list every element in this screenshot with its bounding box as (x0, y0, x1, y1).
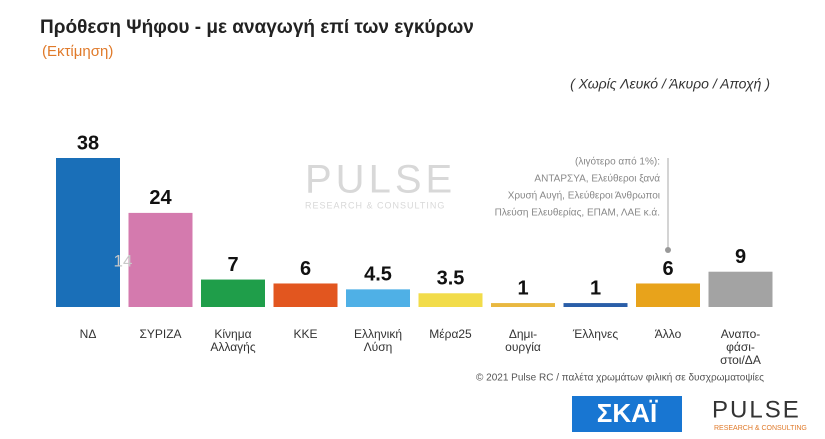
bar (418, 293, 483, 307)
bar (563, 303, 628, 307)
pulse-logo-sub: RESEARCH & CONSULTING (714, 425, 807, 432)
category-label: Κίνημα Αλλαγής (210, 327, 255, 354)
value-label: 24 (149, 187, 172, 209)
bar (56, 158, 120, 307)
pulse-logo: PULSE (712, 396, 801, 423)
bar (346, 289, 410, 307)
value-label: 9 (735, 246, 746, 268)
side-note: (λιγότερο από 1%): (575, 156, 660, 168)
inset-label: 14 (114, 251, 133, 270)
category-label: ΝΔ (80, 327, 97, 341)
watermark-sub: RESEARCH & CONSULTING (305, 200, 445, 210)
value-label: 7 (227, 254, 238, 276)
category-label: Μέρα25 (429, 327, 472, 341)
category-label: Δημι-ουργία (505, 327, 541, 354)
chart-title: Πρόθεση Ψήφου - με αναγωγή επί των εγκύρ… (40, 17, 474, 38)
skai-logo-text: ΣΚΑΪ (597, 398, 658, 428)
value-label: 1 (590, 277, 601, 299)
value-label: 6 (662, 258, 673, 280)
category-label: ΚΚΕ (293, 327, 317, 341)
category-label: Ελληνική Λύση (354, 327, 402, 354)
value-label: 3.5 (437, 268, 465, 290)
watermark: PULSE (305, 158, 456, 202)
side-note: Πλεύση Ελευθερίας, ΕΠΑΜ, ΛΑΕ κ.ά. (495, 207, 660, 219)
side-note: ΑΝΤΑΡΣΥΑ, Ελεύθεροι ξανά (534, 173, 660, 185)
note: ( Χωρίς Λευκό / Άκυρο / Αποχή ) (570, 76, 770, 92)
connector-dot (665, 247, 671, 253)
category-label: ΣΥΡΙΖΑ (139, 327, 181, 341)
bar (128, 212, 193, 307)
category-label: Αναπο-φάσι-στοι/ΔΑ (720, 327, 761, 367)
footer: © 2021 Pulse RC / παλέτα χρωμάτων φιλική… (476, 372, 764, 384)
bar (491, 303, 555, 307)
skai-logo (572, 396, 682, 432)
chart-subtitle: (Εκτίμηση) (42, 43, 113, 60)
value-label: 1 (517, 277, 528, 299)
bar (201, 279, 265, 307)
bar (708, 271, 773, 307)
side-note: Χρυσή Αυγή, Ελεύθεροι Άνθρωποι (508, 190, 660, 202)
category-label: Άλλο (655, 327, 682, 341)
value-label: 6 (300, 258, 311, 280)
category-label: Έλληνες (572, 327, 618, 341)
bar (636, 283, 700, 307)
bar (273, 283, 338, 307)
value-label: 38 (77, 132, 99, 154)
value-label: 4.5 (364, 264, 392, 286)
